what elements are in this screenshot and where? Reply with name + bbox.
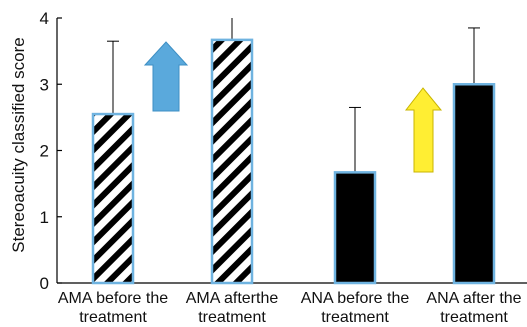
y-axis-title: Stereoacuity classified score (9, 37, 28, 252)
category-label: treatment (440, 309, 508, 326)
category-label: treatment (79, 309, 147, 326)
blue-up-arrow (143, 41, 189, 112)
category-label: AMA afterthe (186, 290, 279, 307)
y-tick-label: 2 (40, 142, 49, 161)
axes: 0 1 2 3 4 (40, 9, 527, 293)
bar (333, 171, 377, 285)
bar (210, 38, 254, 285)
y-tick-label: 0 (40, 274, 49, 293)
arrows (143, 41, 443, 173)
category-label: treatment (198, 309, 266, 326)
y-tick-label: 1 (40, 208, 49, 227)
y-tick-label: 4 (40, 9, 49, 28)
yellow-up-arrow (404, 87, 443, 173)
category-label: treatment (321, 309, 389, 326)
category-label: AMA before the (58, 290, 168, 307)
y-tick-label: 3 (40, 75, 49, 94)
error-bars (107, 18, 480, 173)
bars (91, 38, 496, 285)
category-labels: AMA before the treatment AMA afterthe treat… (58, 290, 522, 326)
bar (452, 83, 496, 285)
bar (91, 112, 135, 285)
category-label: ANA before the (301, 290, 410, 307)
category-label: ANA after the (426, 290, 521, 307)
